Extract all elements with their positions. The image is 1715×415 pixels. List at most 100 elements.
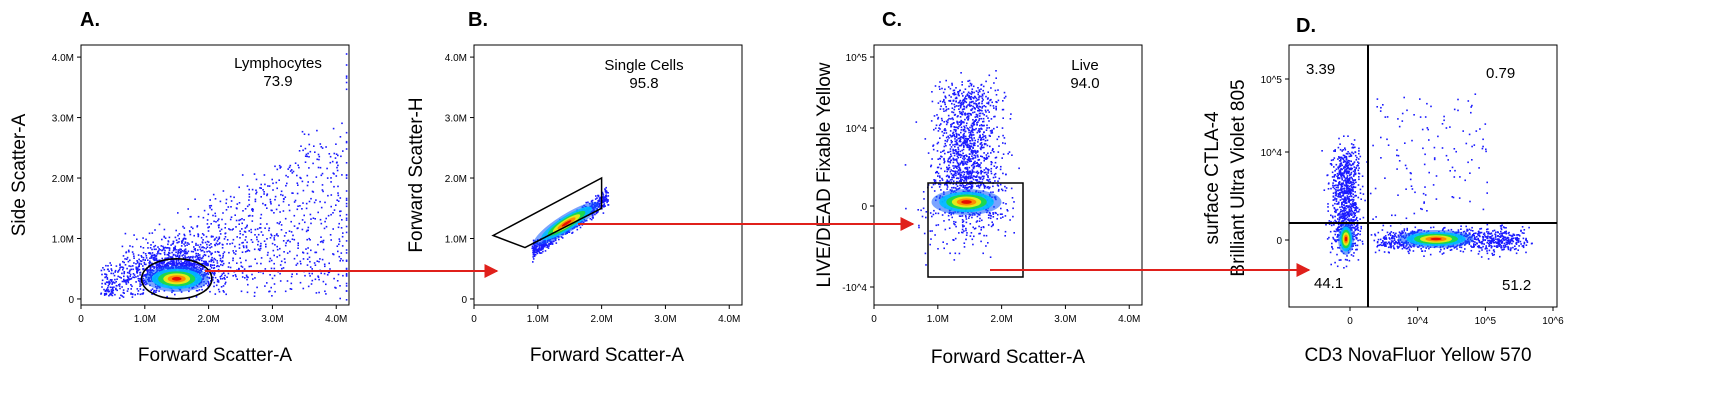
event-dot [105,292,108,295]
event-dot [944,152,946,155]
event-dot [232,228,234,230]
event-dot [101,279,104,282]
event-dot [963,187,966,189]
event-dot [155,255,157,258]
event-dot [998,177,1001,180]
event-dot [306,258,309,260]
event-dot [114,293,116,296]
event-dot [973,120,976,122]
event-dot [242,210,244,212]
event-dot [194,266,196,269]
event-dot [970,232,973,234]
event-dot [940,117,943,120]
event-dot [605,199,608,201]
event-dot [283,258,286,260]
event-dot [971,129,974,131]
event-dot [273,283,276,285]
event-dot [951,84,953,86]
single-cells-gate-value: 95.8 [629,75,658,92]
y-tick-label: 3.0M [52,114,74,125]
event-dot [345,141,348,144]
event-dot [1354,172,1357,175]
event-dot [532,246,535,249]
event-dot [276,222,279,224]
event-dot [941,177,943,180]
event-dot [241,222,243,225]
event-dot [1005,203,1007,205]
event-dot [168,236,171,239]
event-dot [963,146,965,148]
event-dot [976,161,978,164]
event-dot [345,290,348,292]
panel-b-plot-frame [473,44,743,306]
event-dot [207,230,210,232]
event-dot [257,233,260,236]
event-dot [323,272,326,275]
event-dot [205,272,208,275]
event-dot [968,104,971,107]
event-dot [967,138,970,141]
event-dot [979,112,982,115]
event-dot [269,201,272,203]
event-dot [275,234,278,236]
event-dot [318,291,320,294]
event-dot [938,186,941,188]
event-dot [953,134,955,137]
event-dot [1004,142,1006,145]
event-dot [948,94,951,97]
event-dot [982,85,985,88]
event-dot [148,269,150,271]
event-dot [316,129,318,132]
event-dot [244,231,247,233]
event-dot [969,98,972,100]
event-dot [218,290,221,293]
y-tick-label: 4.0M [445,53,467,64]
event-dot [964,130,967,133]
event-dot [962,186,964,188]
event-dot [939,108,942,110]
event-dot [144,259,146,261]
event-dot [1002,216,1004,218]
event-dot [300,177,302,180]
event-dot [957,102,960,104]
event-dot [922,191,925,193]
event-dot [293,238,296,241]
event-dot [952,131,955,134]
event-dot [973,142,975,145]
event-dot [988,169,990,171]
event-dot [999,183,1002,186]
event-dot [220,286,223,288]
event-dot [106,278,109,280]
event-dot [289,288,292,290]
event-dot [996,138,999,141]
event-dot [964,161,966,163]
event-dot [980,226,983,229]
event-dot [345,81,348,84]
event-dot [607,204,609,206]
event-dot [108,290,111,293]
event-dot [250,228,252,231]
event-dot [534,249,536,252]
event-dot [228,228,230,230]
event-dot [603,199,605,201]
x-tick-label: 4.0M [1118,314,1140,325]
event-dot [289,164,292,167]
event-dot [187,264,189,266]
event-dot [219,254,221,257]
event-dot [960,144,962,147]
panel-d: D. 0 10^4 10^5 10^610^510^40 3.39 0.79 44.1… [1202,15,1564,366]
event-dot [243,268,246,270]
event-dot [1342,158,1345,160]
event-dot [970,104,973,107]
event-dot [325,217,327,220]
event-dot [332,212,334,214]
event-dot [959,171,961,173]
event-dot [953,149,955,152]
event-dot [284,244,287,247]
event-dot [965,221,968,224]
event-dot [280,260,283,263]
event-dot [932,213,935,216]
event-dot [188,290,190,293]
event-dot [297,184,299,186]
event-dot [238,247,241,249]
